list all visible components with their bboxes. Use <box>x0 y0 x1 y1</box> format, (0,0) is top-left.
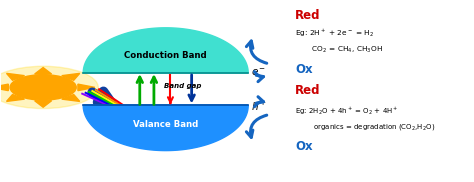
Polygon shape <box>7 73 25 80</box>
Text: Ox: Ox <box>295 63 313 76</box>
Text: Ox: Ox <box>295 141 313 153</box>
Polygon shape <box>83 28 248 73</box>
Text: CO$_2$ = CH$_4$, CH$_3$OH: CO$_2$ = CH$_4$, CH$_3$OH <box>300 44 383 55</box>
Text: e$^-$: e$^-$ <box>251 67 266 78</box>
Text: Eg: 2H$_2$O + 4h$^+$ = O$_2$ + 4H$^+$: Eg: 2H$_2$O + 4h$^+$ = O$_2$ + 4H$^+$ <box>295 105 399 117</box>
Text: h$^+$: h$^+$ <box>251 100 266 113</box>
Polygon shape <box>83 105 248 151</box>
Polygon shape <box>35 101 52 107</box>
Polygon shape <box>62 73 80 80</box>
Polygon shape <box>0 84 9 91</box>
Polygon shape <box>62 94 80 101</box>
Polygon shape <box>78 84 95 91</box>
Text: Band gap: Band gap <box>164 83 201 89</box>
Text: Conduction Band: Conduction Band <box>124 51 207 60</box>
Text: Valance Band: Valance Band <box>133 120 198 129</box>
Text: organics = degradation (CO$_2$,H$_2$O): organics = degradation (CO$_2$,H$_2$O) <box>300 122 435 132</box>
Circle shape <box>0 66 98 108</box>
Polygon shape <box>7 94 25 101</box>
Text: Eg: 2H$^+$ + 2e$^-$ = H$_2$: Eg: 2H$^+$ + 2e$^-$ = H$_2$ <box>295 27 374 39</box>
Circle shape <box>10 75 76 100</box>
Text: Red: Red <box>295 84 321 98</box>
Text: Red: Red <box>295 9 321 22</box>
Polygon shape <box>35 68 52 74</box>
